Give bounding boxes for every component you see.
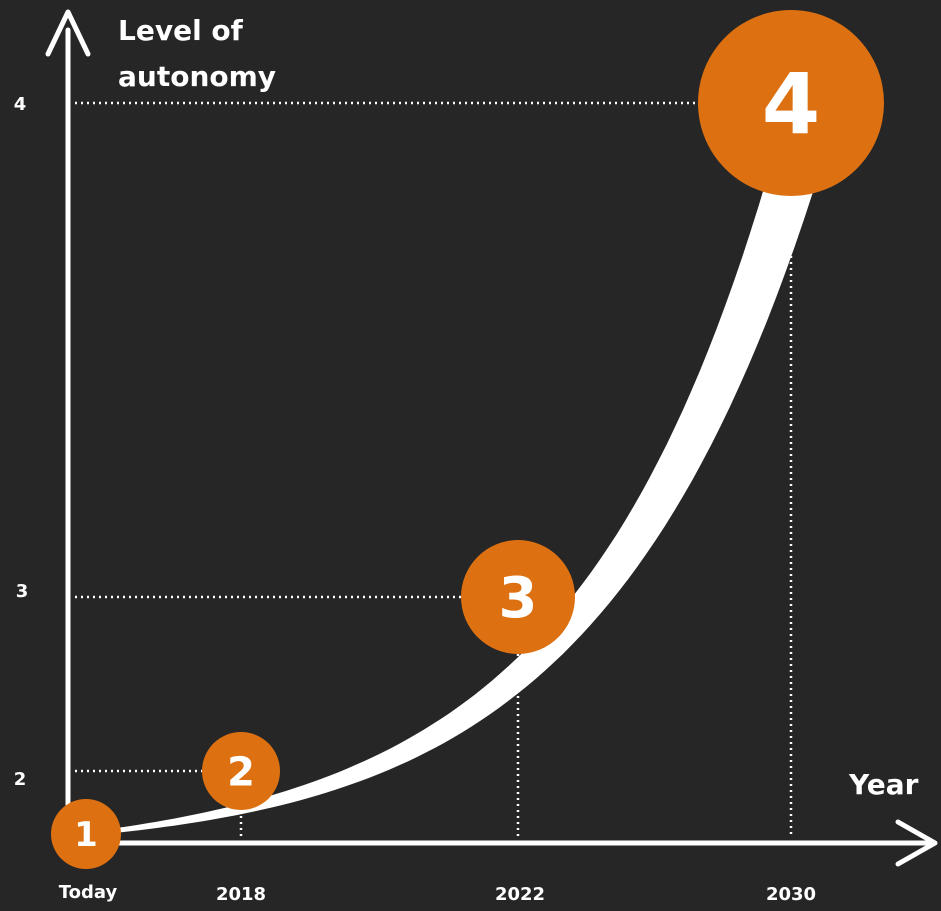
y-axis-title-line1: Level of xyxy=(118,14,244,47)
data-point-label-4: 4 xyxy=(762,55,820,153)
data-point-2: 2 xyxy=(202,732,280,810)
x-tick-labels: Today 2018 2022 2030 xyxy=(59,882,816,905)
data-point-4: 4 xyxy=(698,10,884,196)
data-points: 1 2 3 4 xyxy=(51,10,884,869)
data-point-marker-1 xyxy=(51,799,121,869)
y-axis-title-line2: autonomy xyxy=(118,60,276,93)
data-point-1: 1 xyxy=(51,799,121,869)
x-tick-label-2018: 2018 xyxy=(216,884,266,905)
y-tick-labels: 2 3 4 xyxy=(14,94,29,790)
y-tick-label-2: 2 xyxy=(14,769,27,790)
data-point-marker-2 xyxy=(202,732,280,810)
x-axis-title: Year xyxy=(848,768,919,801)
x-tick-label-today: Today xyxy=(59,882,118,903)
data-point-label-2: 2 xyxy=(227,749,255,795)
axes xyxy=(45,9,938,867)
data-point-3: 3 xyxy=(461,540,575,654)
x-axis-arrow-icon xyxy=(895,819,938,867)
growth-curve xyxy=(85,177,813,837)
y-tick-label-3: 3 xyxy=(16,581,29,602)
y-tick-label-4: 4 xyxy=(14,94,27,115)
x-tick-label-2030: 2030 xyxy=(766,884,816,905)
x-tick-label-2022: 2022 xyxy=(495,884,545,905)
data-point-label-3: 3 xyxy=(499,566,538,631)
data-point-marker-4 xyxy=(698,10,884,196)
data-point-label-1: 1 xyxy=(74,815,98,855)
y-axis-arrow-icon xyxy=(45,9,91,57)
data-point-marker-3 xyxy=(461,540,575,654)
